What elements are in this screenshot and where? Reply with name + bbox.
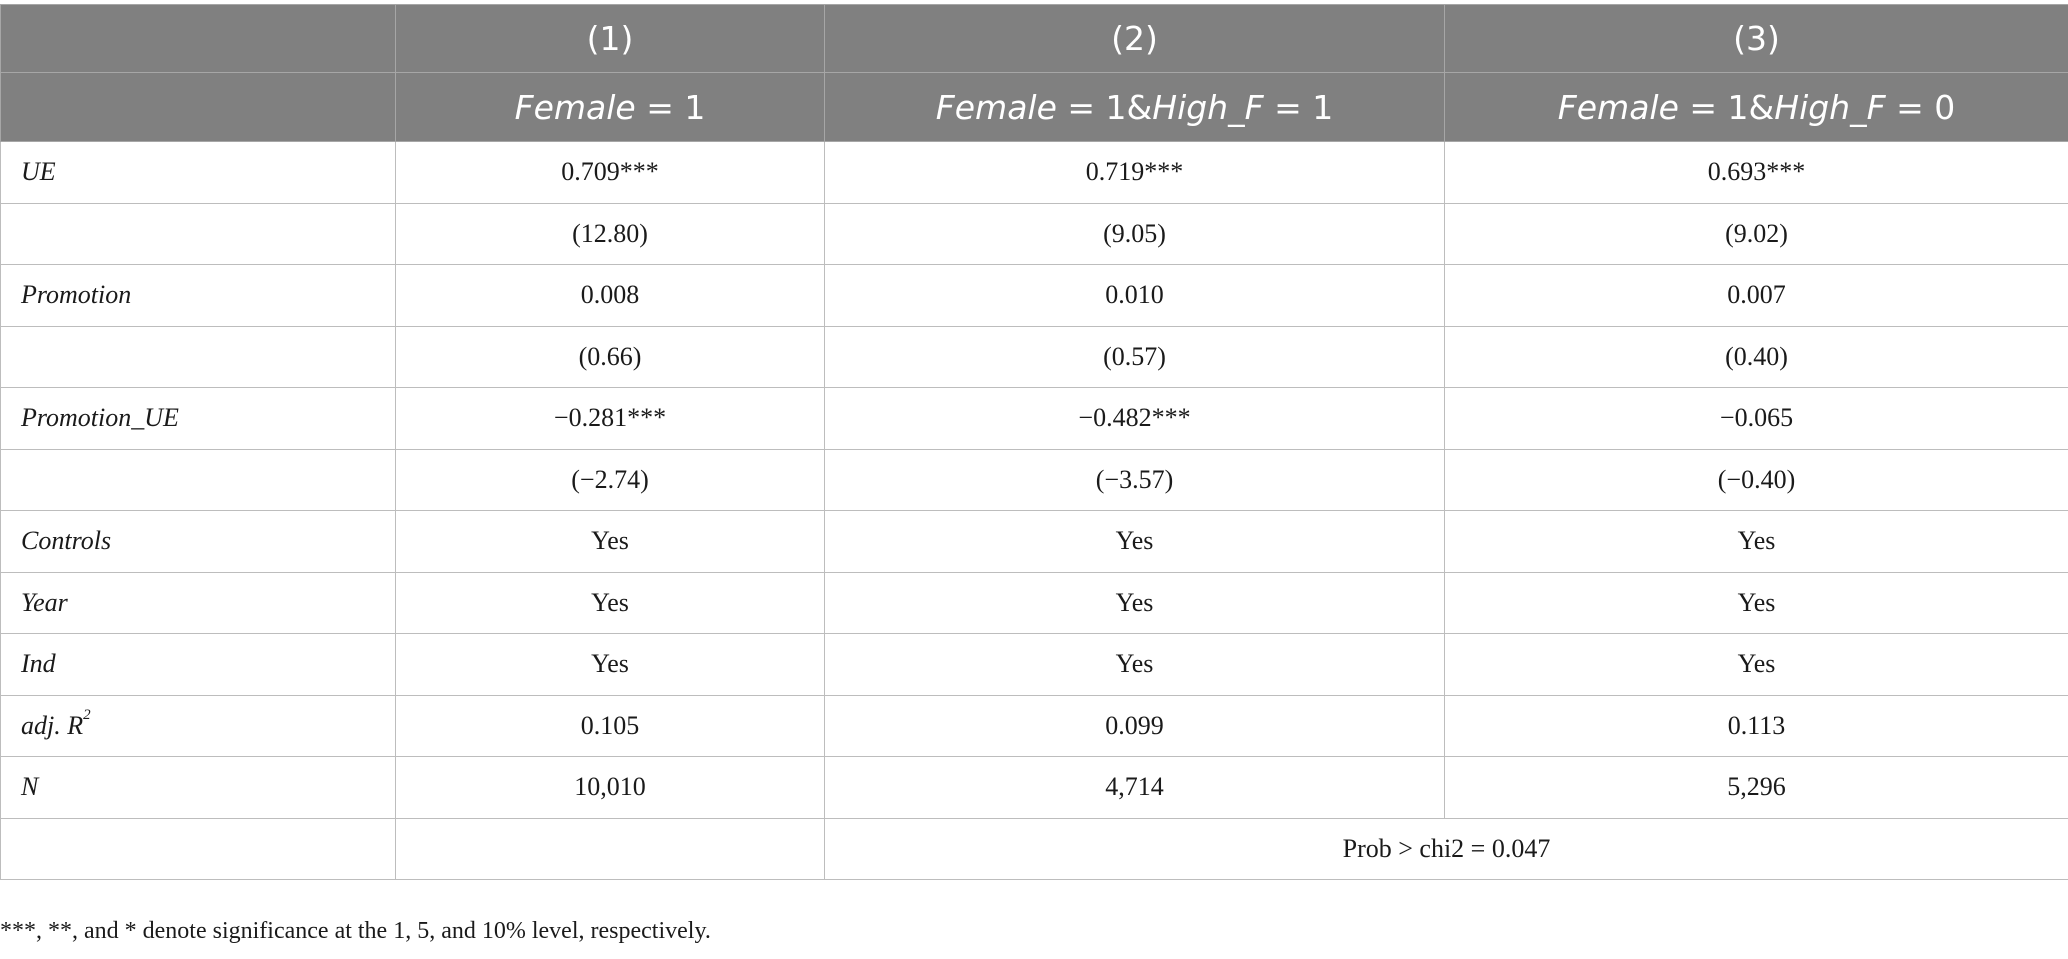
table-cell: Yes (1444, 571, 2068, 634)
row-label (0, 817, 396, 880)
table-cell: −0.281*** (395, 387, 825, 450)
row-label-text: adj. R (21, 710, 84, 740)
row-label: Controls (0, 510, 396, 573)
row-label: N (0, 756, 396, 819)
header-cell-col3: (3) (1444, 4, 2068, 73)
table-cell (395, 817, 825, 880)
table-cell: (0.57) (824, 325, 1445, 388)
table-cell: (−0.40) (1444, 448, 2068, 511)
table-row: Promotion_UE −0.281*** −0.482*** −0.065 (0, 387, 2068, 450)
regression-table: (1) (2) (3) Female = 1 Female = 1&High_F… (0, 4, 2068, 880)
table-cell: −0.482*** (824, 387, 1445, 450)
header-cell-col2: (2) (824, 4, 1445, 73)
table-footnote: ***, **, and * denote significance at th… (0, 918, 711, 944)
subheader-cell-col2: Female = 1&High_F = 1 (824, 72, 1445, 142)
table-cell: 4,714 (824, 756, 1445, 819)
row-label: Year (0, 571, 396, 634)
subheader-col3-var-b: High_F (1774, 87, 1886, 127)
chi2-test-cell: Prob > chi2 = 0.047 (824, 817, 2068, 880)
row-label: UE (0, 141, 396, 204)
table-cell: 0.113 (1444, 694, 2068, 757)
table-row: adj. R2 0.105 0.099 0.113 (0, 694, 2068, 757)
table-cell: (12.80) (395, 202, 825, 265)
table-cell: Yes (824, 571, 1445, 634)
table-cell: Yes (395, 633, 825, 696)
table-row: Year Yes Yes Yes (0, 571, 2068, 634)
subheader-cell-col1: Female = 1 (395, 72, 825, 142)
table-header: (1) (2) (3) Female = 1 Female = 1&High_F… (0, 4, 2068, 142)
subheader-col3-cond-b: = 0 (1885, 87, 1956, 127)
table-cell: 0.693*** (1444, 141, 2068, 204)
table-cell: (−3.57) (824, 448, 1445, 511)
row-label (0, 202, 396, 265)
subheader-col2-cond-b: = 1 (1263, 87, 1334, 127)
table-cell: Yes (824, 510, 1445, 573)
table-cell: 0.709*** (395, 141, 825, 204)
table-cell: (0.40) (1444, 325, 2068, 388)
table-cell: 0.099 (824, 694, 1445, 757)
table-cell: Yes (395, 571, 825, 634)
subheader-col3-var-a: Female (1557, 87, 1679, 127)
subheader-cell-col3: Female = 1&High_F = 0 (1444, 72, 2068, 142)
row-label: Promotion_UE (0, 387, 396, 450)
table-row: (−2.74) (−3.57) (−0.40) (0, 448, 2068, 511)
table-cell: Yes (1444, 510, 2068, 573)
table-cell: Yes (824, 633, 1445, 696)
table-cell: 0.105 (395, 694, 825, 757)
header-cell-blank (0, 4, 396, 73)
subheader-col3-cond-a: = 1& (1678, 87, 1775, 127)
table-row: (12.80) (9.05) (9.02) (0, 202, 2068, 265)
header-cell-col1: (1) (395, 4, 825, 73)
column-number-row: (1) (2) (3) (0, 4, 2068, 73)
table-cell: 0.007 (1444, 264, 2068, 327)
table-cell: 0.008 (395, 264, 825, 327)
row-label: Ind (0, 633, 396, 696)
table-row: UE 0.709*** 0.719*** 0.693*** (0, 141, 2068, 204)
row-label (0, 448, 396, 511)
table-row: (0.66) (0.57) (0.40) (0, 325, 2068, 388)
test-row: Prob > chi2 = 0.047 (0, 817, 2068, 880)
row-label: adj. R2 (0, 694, 396, 757)
table-cell: (−2.74) (395, 448, 825, 511)
table-row: Ind Yes Yes Yes (0, 633, 2068, 696)
table-row: N 10,010 4,714 5,296 (0, 756, 2068, 819)
regression-table-container: (1) (2) (3) Female = 1 Female = 1&High_F… (0, 4, 2068, 880)
table-cell: Yes (1444, 633, 2068, 696)
row-label-superscript: 2 (83, 706, 91, 723)
table-cell: (9.02) (1444, 202, 2068, 265)
subheader-col1-cond: = 1 (635, 87, 706, 127)
table-cell: 5,296 (1444, 756, 2068, 819)
row-label (0, 325, 396, 388)
subheader-col2-var-b: High_F (1152, 87, 1264, 127)
table-row: Promotion 0.008 0.010 0.007 (0, 264, 2068, 327)
table-cell: 10,010 (395, 756, 825, 819)
table-cell: (0.66) (395, 325, 825, 388)
table-cell: −0.065 (1444, 387, 2068, 450)
subheader-col1-var: Female (514, 87, 636, 127)
table-cell: 0.010 (824, 264, 1445, 327)
table-cell: Yes (395, 510, 825, 573)
row-label: Promotion (0, 264, 396, 327)
subheader-col2-cond-a: = 1& (1056, 87, 1153, 127)
table-row: Controls Yes Yes Yes (0, 510, 2068, 573)
table-cell: (9.05) (824, 202, 1445, 265)
subheader-cell-blank (0, 72, 396, 142)
subgroup-row: Female = 1 Female = 1&High_F = 1 Female … (0, 72, 2068, 142)
table-body: UE 0.709*** 0.719*** 0.693*** (12.80) (9… (0, 141, 2068, 880)
table-cell: 0.719*** (824, 141, 1445, 204)
subheader-col2-var-a: Female (935, 87, 1057, 127)
